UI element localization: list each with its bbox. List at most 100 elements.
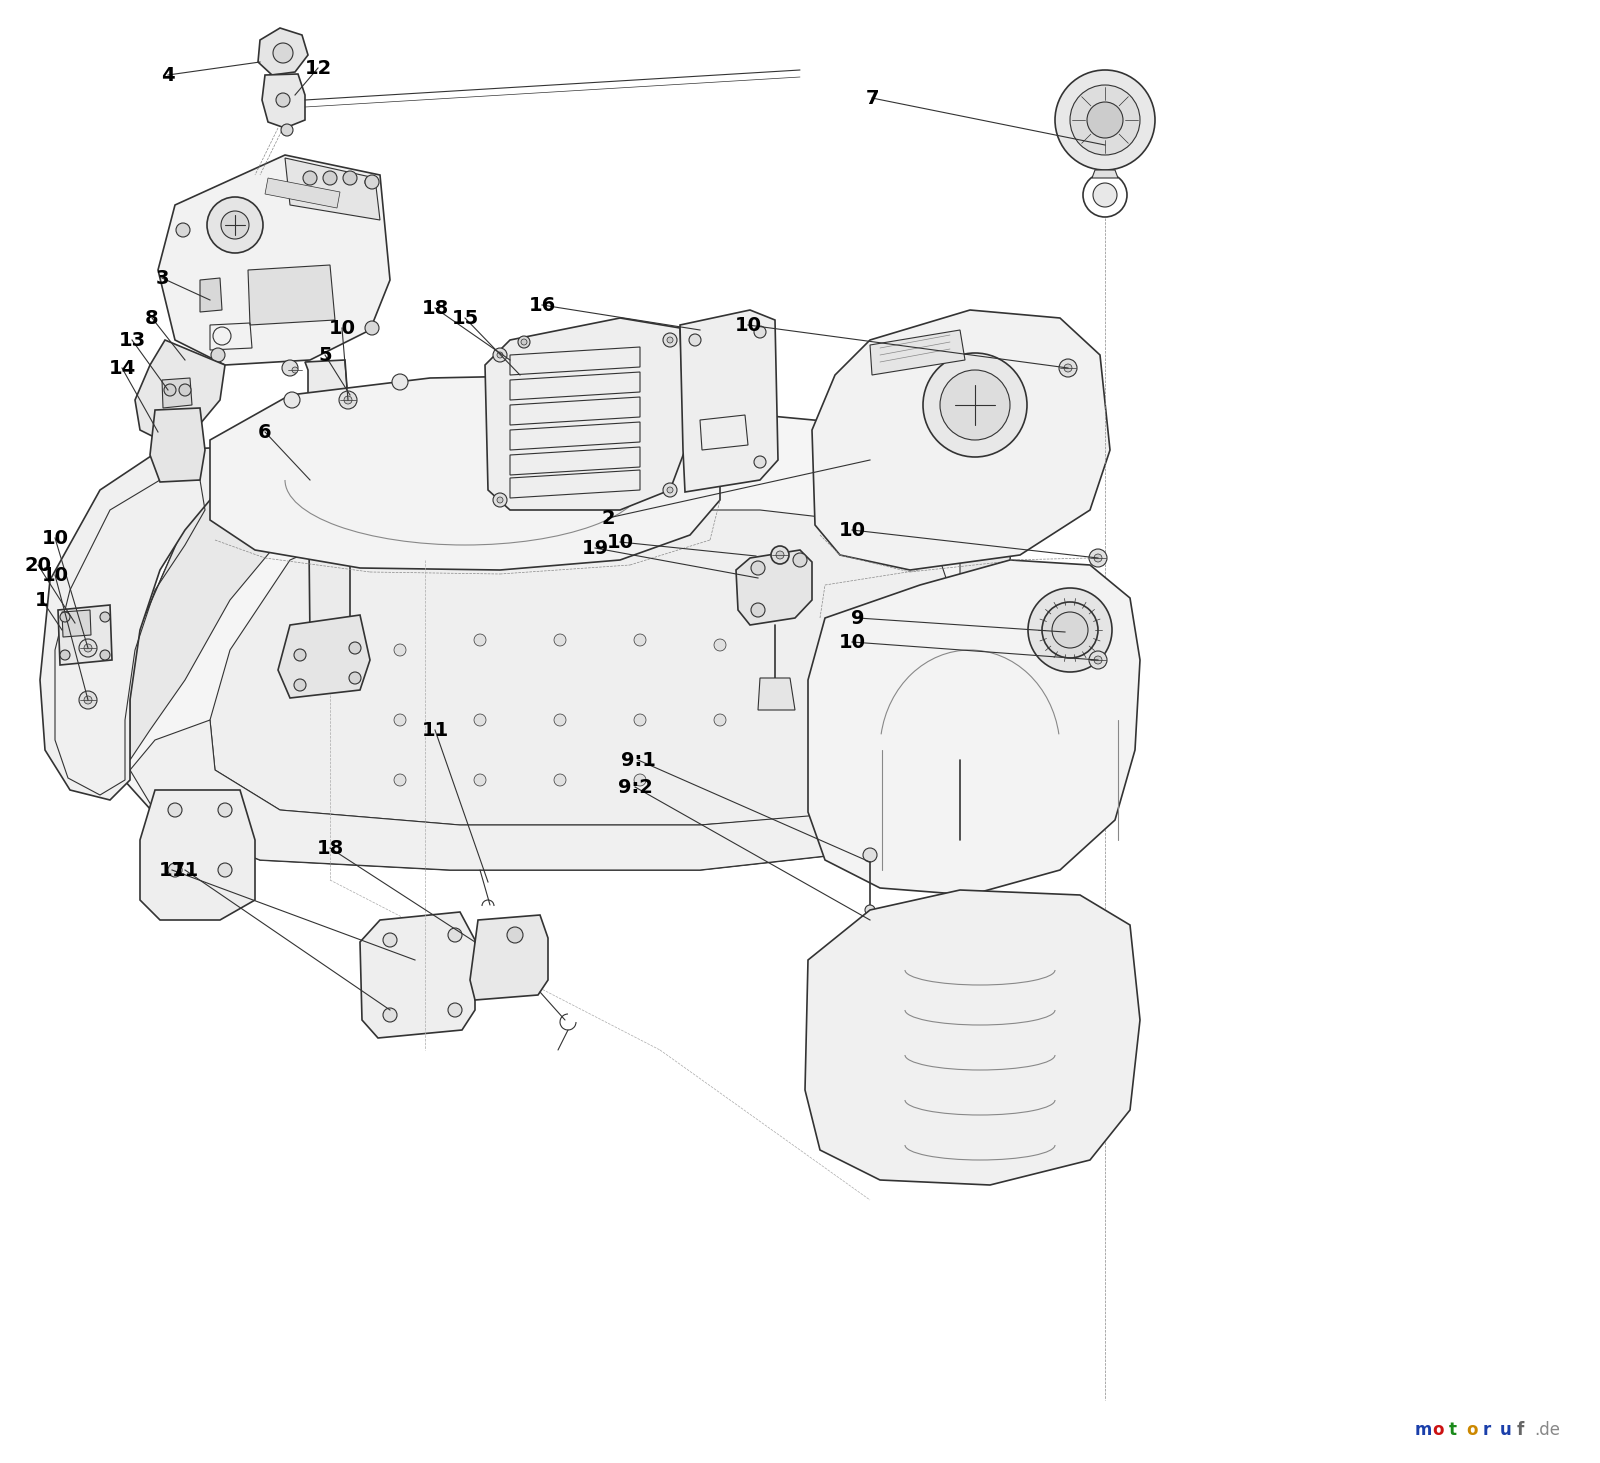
Circle shape: [1053, 612, 1088, 648]
Text: f: f: [1517, 1421, 1525, 1440]
Text: 10: 10: [838, 632, 866, 651]
Text: o: o: [1432, 1421, 1443, 1440]
Text: 2: 2: [602, 509, 614, 528]
Circle shape: [493, 493, 507, 508]
Circle shape: [1027, 588, 1112, 672]
Circle shape: [277, 94, 290, 107]
Text: 6: 6: [258, 423, 272, 442]
Text: 20: 20: [24, 556, 51, 575]
Circle shape: [1064, 364, 1072, 372]
Polygon shape: [813, 310, 1110, 571]
Circle shape: [634, 633, 646, 647]
Text: 18: 18: [317, 838, 344, 857]
Circle shape: [176, 222, 190, 237]
Text: m: m: [1414, 1421, 1432, 1440]
Polygon shape: [360, 911, 475, 1039]
Circle shape: [1090, 651, 1107, 669]
Circle shape: [750, 603, 765, 617]
Polygon shape: [805, 890, 1139, 1185]
Circle shape: [282, 360, 298, 376]
Circle shape: [61, 612, 70, 622]
Circle shape: [211, 348, 226, 361]
Circle shape: [754, 456, 766, 468]
Circle shape: [1059, 358, 1077, 377]
Text: 10: 10: [734, 316, 762, 335]
Circle shape: [498, 353, 502, 358]
Text: 13: 13: [118, 331, 146, 350]
Circle shape: [653, 383, 669, 399]
Circle shape: [349, 642, 362, 654]
Polygon shape: [210, 511, 960, 825]
Text: o: o: [1466, 1421, 1477, 1440]
Circle shape: [394, 714, 406, 726]
Text: 9: 9: [851, 609, 864, 628]
Circle shape: [293, 367, 298, 373]
Circle shape: [61, 650, 70, 660]
Circle shape: [522, 339, 526, 345]
Text: 10: 10: [606, 533, 634, 552]
Polygon shape: [58, 606, 112, 666]
Polygon shape: [758, 677, 795, 710]
Circle shape: [923, 353, 1027, 456]
Text: .de: .de: [1534, 1421, 1560, 1440]
Circle shape: [365, 320, 379, 335]
Polygon shape: [736, 550, 813, 625]
Circle shape: [507, 928, 523, 944]
Polygon shape: [134, 339, 226, 440]
Polygon shape: [306, 360, 350, 650]
Text: 11: 11: [421, 720, 448, 739]
Circle shape: [382, 1008, 397, 1023]
Text: 11: 11: [171, 860, 198, 879]
Circle shape: [518, 336, 530, 348]
Text: t: t: [1450, 1421, 1458, 1440]
Circle shape: [667, 336, 674, 342]
Polygon shape: [285, 158, 381, 219]
Text: 8: 8: [146, 309, 158, 328]
Circle shape: [866, 906, 875, 914]
Text: u: u: [1501, 1421, 1512, 1440]
Circle shape: [1094, 554, 1102, 562]
Circle shape: [533, 369, 549, 385]
Circle shape: [754, 326, 766, 338]
Circle shape: [179, 383, 190, 396]
Circle shape: [85, 644, 93, 652]
Polygon shape: [210, 375, 720, 571]
Polygon shape: [870, 331, 965, 375]
Circle shape: [794, 553, 806, 568]
Text: 9:1: 9:1: [621, 751, 656, 770]
Circle shape: [344, 396, 352, 404]
Circle shape: [554, 714, 566, 726]
Polygon shape: [262, 75, 306, 127]
Circle shape: [866, 955, 875, 966]
Circle shape: [1090, 549, 1107, 568]
Text: 19: 19: [581, 538, 608, 557]
Circle shape: [474, 633, 486, 647]
Circle shape: [714, 714, 726, 726]
Text: 7: 7: [866, 88, 878, 107]
Circle shape: [218, 863, 232, 876]
Text: r: r: [1483, 1421, 1491, 1440]
Circle shape: [294, 679, 306, 691]
Circle shape: [394, 644, 406, 655]
Text: 10: 10: [42, 528, 69, 547]
Circle shape: [101, 650, 110, 660]
Circle shape: [662, 334, 677, 347]
Text: 9:2: 9:2: [618, 777, 653, 796]
Text: 5: 5: [318, 345, 331, 364]
Circle shape: [448, 928, 462, 942]
Polygon shape: [115, 415, 1010, 870]
Circle shape: [667, 487, 674, 493]
Text: 10: 10: [328, 319, 355, 338]
Circle shape: [294, 650, 306, 661]
Text: 3: 3: [155, 269, 168, 288]
Polygon shape: [485, 317, 685, 511]
Circle shape: [78, 639, 98, 657]
Circle shape: [349, 672, 362, 685]
Polygon shape: [941, 459, 1010, 819]
Polygon shape: [130, 720, 970, 870]
Circle shape: [221, 211, 250, 238]
Circle shape: [1042, 601, 1098, 658]
Text: 1: 1: [35, 591, 50, 610]
Polygon shape: [150, 408, 205, 481]
Text: 12: 12: [304, 59, 331, 78]
